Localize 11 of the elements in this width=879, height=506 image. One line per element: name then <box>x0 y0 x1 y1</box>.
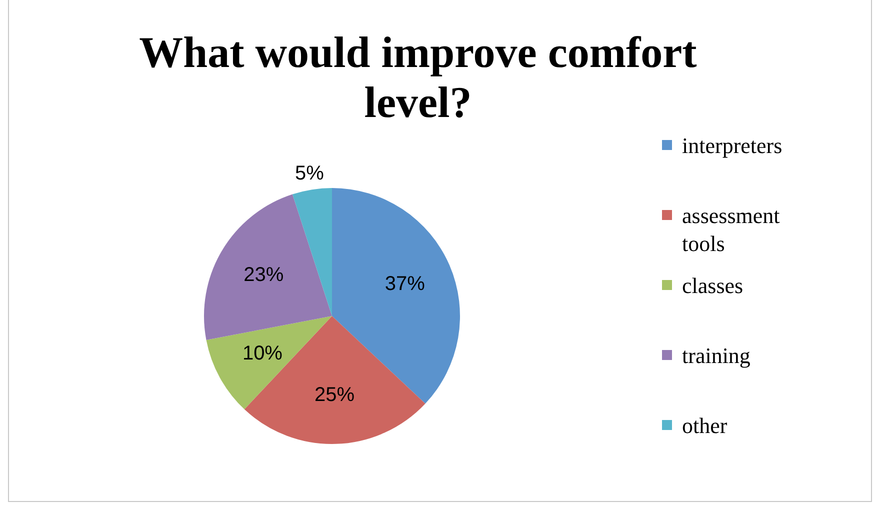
data-label: 5% <box>295 162 324 184</box>
legend-label: other <box>682 412 728 440</box>
legend-label: training <box>682 342 752 370</box>
legend-label: classes <box>682 272 744 300</box>
chart-title: What would improve comfort level? <box>138 28 698 128</box>
data-label: 37% <box>384 273 426 295</box>
data-label: 23% <box>244 264 284 286</box>
data-label: 10% <box>242 342 283 365</box>
legend-label: interpreters <box>682 132 784 160</box>
data-label: 25% <box>314 384 355 406</box>
legend-label: assessment tools <box>682 202 781 258</box>
